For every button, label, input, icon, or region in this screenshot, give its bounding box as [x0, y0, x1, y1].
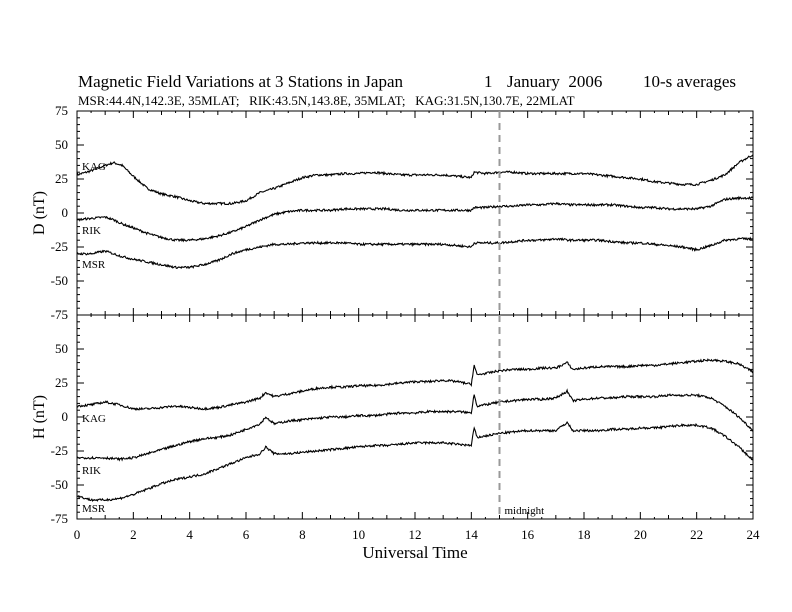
series-label-msr: MSR: [82, 503, 106, 515]
x-tick-label: 2: [130, 527, 137, 542]
y-tick-label: -25: [51, 443, 68, 458]
averaging-label: 10-s averages: [643, 72, 736, 91]
series-kag-bottom: [76, 358, 754, 412]
x-tick-label: 10: [352, 527, 365, 542]
y-tick-label: -75: [51, 511, 68, 526]
series-rik-top: [76, 195, 754, 243]
x-tick-label: 24: [747, 527, 761, 542]
series-label-rik: RIK: [82, 465, 101, 477]
x-tick-label: 22: [690, 527, 703, 542]
series-label-rik: RIK: [82, 225, 101, 237]
series-label-kag: KAG: [82, 161, 106, 173]
series-label-kag: KAG: [82, 413, 106, 425]
series-msr-bottom: [76, 421, 754, 503]
y-tick-label: 75: [55, 103, 68, 118]
series-label-msr: MSR: [82, 259, 106, 271]
x-tick-label: 8: [299, 527, 306, 542]
series-rik-bottom: [76, 388, 754, 462]
y-tick-label: -50: [51, 477, 68, 492]
x-tick-label: 16: [521, 527, 535, 542]
y-axis-label: H (nT): [31, 395, 48, 439]
x-tick-label: 20: [634, 527, 647, 542]
x-tick-label: 6: [243, 527, 250, 542]
y-tick-label: 25: [55, 171, 68, 186]
y-tick-label: -50: [51, 273, 68, 288]
series-msr-top: [76, 236, 754, 270]
series-kag-top: [76, 154, 754, 207]
stations-line: MSR:44.4N,142.3E, 35MLAT; RIK:43.5N,143.…: [78, 93, 575, 108]
y-tick-label: 0: [62, 409, 69, 424]
x-axis-label: Universal Time: [362, 543, 467, 562]
date-day: 1: [484, 72, 493, 91]
date-month-year: January 2006: [507, 72, 603, 91]
x-tick-label: 12: [409, 527, 422, 542]
midnight-label: midnight: [505, 505, 545, 517]
y-tick-label: -25: [51, 239, 68, 254]
y-tick-label: -75: [51, 307, 68, 322]
x-tick-label: 14: [465, 527, 479, 542]
y-tick-label: 50: [55, 137, 68, 152]
y-tick-label: 0: [62, 205, 69, 220]
x-tick-label: 18: [578, 527, 591, 542]
chart-title: Magnetic Field Variations at 3 Stations …: [78, 72, 404, 91]
x-tick-label: 0: [74, 527, 81, 542]
panel-bottom-frame: [76, 314, 754, 520]
y-tick-label: 50: [55, 341, 68, 356]
y-tick-label: 25: [55, 375, 68, 390]
y-axis-label: D (nT): [31, 191, 48, 235]
x-tick-label: 4: [186, 527, 193, 542]
panel-top-frame: [76, 110, 754, 316]
